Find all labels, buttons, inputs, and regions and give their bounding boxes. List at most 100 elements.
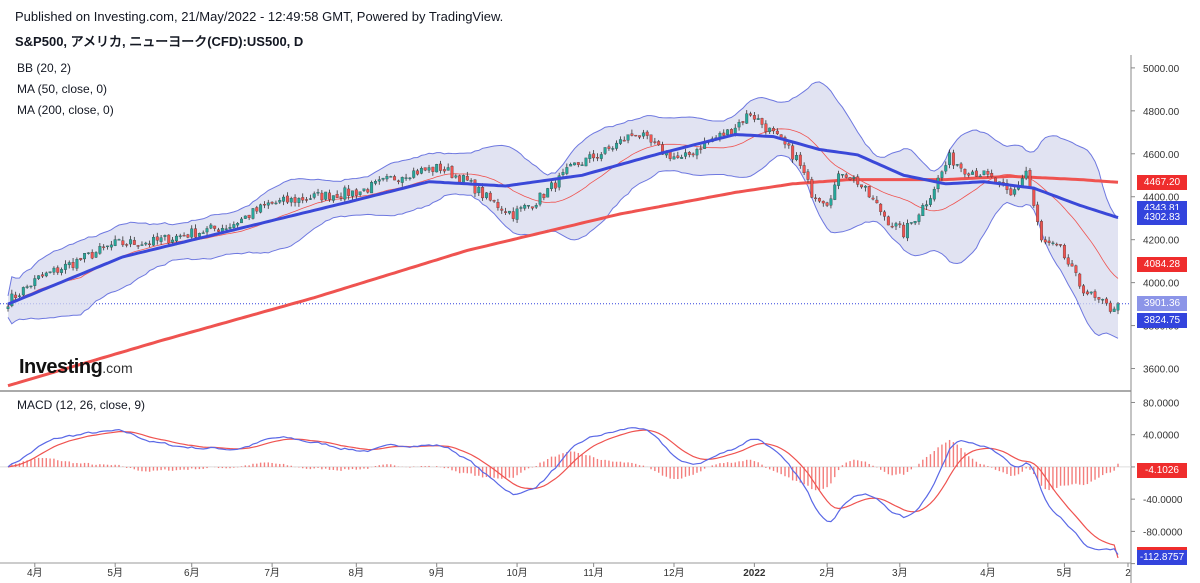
- candle-body: [6, 306, 10, 309]
- candle-body: [297, 198, 301, 203]
- ma200-path: [7, 174, 1119, 388]
- candle-body: [339, 196, 343, 199]
- candle-body: [561, 172, 565, 176]
- candle-body: [925, 204, 929, 207]
- candle-body: [768, 127, 772, 132]
- candle-body: [1101, 299, 1105, 301]
- candle-body: [1032, 189, 1036, 206]
- candle-body: [243, 215, 247, 219]
- candle-body: [1039, 221, 1043, 241]
- bb-lower: [7, 154, 1119, 339]
- candle-body: [354, 189, 358, 196]
- candle-body: [684, 152, 687, 157]
- candle-body: [197, 233, 201, 237]
- candle-body: [611, 148, 615, 150]
- candle-body: [492, 200, 496, 202]
- candle-body: [661, 144, 664, 155]
- candle-body: [649, 134, 653, 143]
- price-tick-label: 3600.00: [1143, 365, 1180, 376]
- candle-body: [990, 172, 994, 177]
- candle-body: [102, 246, 106, 248]
- macd-tick-label: -40.0000: [1143, 495, 1183, 506]
- candle-body: [94, 252, 98, 258]
- price-tick-label: 5000.00: [1143, 64, 1180, 75]
- candle-body: [396, 180, 400, 182]
- candle-body: [557, 175, 561, 188]
- candle-body: [1028, 170, 1032, 189]
- candle-body: [473, 179, 477, 194]
- candle-body: [144, 242, 148, 245]
- candle-body: [125, 244, 129, 246]
- candle-body: [626, 134, 630, 141]
- candle-body: [546, 188, 550, 198]
- candle-body: [817, 198, 821, 202]
- candle-body: [469, 180, 473, 182]
- candle-body: [293, 197, 297, 203]
- candle-body: [1074, 265, 1078, 273]
- candle-body: [259, 204, 263, 213]
- candle-body: [1105, 298, 1108, 304]
- candle-body: [948, 152, 952, 165]
- candle-body: [79, 258, 83, 260]
- candle-body: [427, 167, 431, 171]
- candle-body: [791, 145, 795, 160]
- macd-tick-label: -80.0000: [1143, 527, 1183, 538]
- candle-body: [400, 177, 404, 183]
- candle-body: [940, 171, 944, 178]
- time-tick-label: 7月: [264, 567, 280, 579]
- candle-body: [477, 186, 481, 194]
- candle-body: [852, 176, 856, 179]
- candle-body: [863, 185, 867, 188]
- candle-body: [446, 167, 450, 171]
- candle-body: [1009, 188, 1013, 196]
- investing-logo: Investing.com: [19, 356, 133, 379]
- candle-body: [837, 173, 841, 186]
- candle-body: [833, 184, 837, 200]
- candle-body: [163, 235, 167, 237]
- candle-body: [672, 156, 676, 160]
- candle-body: [194, 228, 198, 238]
- candle-body: [435, 164, 439, 173]
- candle-body: [232, 224, 236, 228]
- candle-body: [389, 176, 393, 178]
- candle-body: [21, 287, 25, 296]
- candle-body: [132, 240, 136, 245]
- candle-body: [412, 170, 416, 178]
- candle-body: [301, 197, 305, 201]
- price-value-tag: 3901.36: [1137, 296, 1187, 312]
- candle-body: [653, 141, 657, 143]
- candle-body: [599, 154, 603, 159]
- candle-body: [588, 154, 592, 159]
- candle-body: [190, 228, 194, 238]
- candle-body: [408, 177, 412, 180]
- macd-tick-label: 80.0000: [1143, 398, 1180, 409]
- candle-body: [205, 228, 209, 233]
- candle-body: [236, 223, 240, 226]
- candle-body: [986, 171, 990, 175]
- candle-body: [1055, 243, 1059, 246]
- candle-body: [944, 165, 948, 172]
- candle-body: [370, 182, 374, 194]
- candle-body: [331, 195, 335, 201]
- candle-body: [18, 295, 21, 297]
- candle-body: [867, 186, 871, 198]
- candle-body: [1062, 244, 1066, 259]
- time-tick-label: 8月: [349, 567, 365, 579]
- candle-body: [615, 142, 619, 149]
- candle-body: [343, 187, 347, 200]
- candle-body: [335, 194, 339, 198]
- candle-body: [33, 278, 37, 286]
- candle-body: [687, 152, 691, 155]
- candle-body: [52, 267, 56, 273]
- candle-body: [316, 192, 320, 194]
- candle-body: [787, 143, 791, 146]
- candle-body: [825, 202, 829, 206]
- candle-body: [749, 113, 753, 116]
- candle-body: [289, 198, 293, 203]
- candle-body: [932, 188, 936, 200]
- candle-body: [56, 267, 60, 273]
- candle-body: [496, 202, 500, 208]
- candle-body: [1089, 291, 1093, 294]
- candle-body: [155, 236, 159, 241]
